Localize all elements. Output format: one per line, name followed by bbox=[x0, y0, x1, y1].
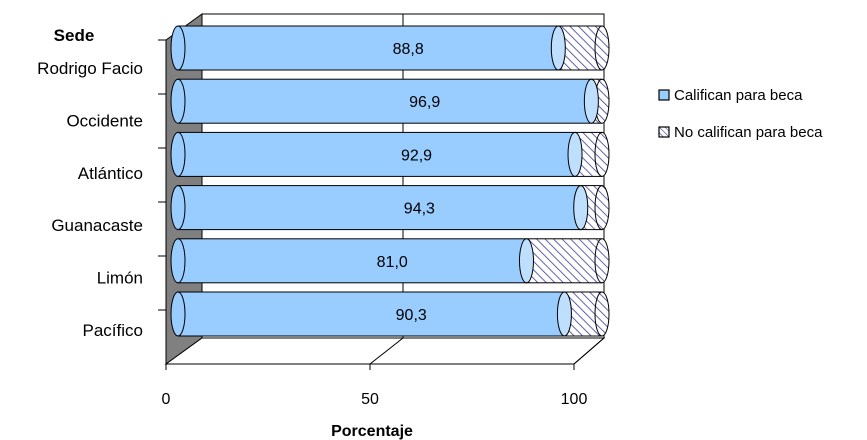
data-label: 88,8 bbox=[393, 41, 424, 58]
category-axis-title: Sede bbox=[54, 26, 95, 45]
bar-califican bbox=[177, 291, 565, 337]
category-label: Guanacaste bbox=[51, 216, 143, 235]
category-label: Rodrigo Facio bbox=[37, 59, 143, 78]
legend-label-no-califican: No califican para beca bbox=[674, 124, 823, 141]
data-label: 94,3 bbox=[404, 201, 435, 218]
bar-start-cap bbox=[170, 185, 186, 231]
bar-cap-no-califican bbox=[594, 131, 610, 177]
data-label: 90,3 bbox=[396, 307, 427, 324]
bar-califican bbox=[177, 131, 576, 177]
bar-califican bbox=[177, 78, 592, 124]
bar-cap-califican bbox=[556, 291, 572, 337]
x-tick-label: 100 bbox=[561, 391, 588, 408]
floor-gridline-100 bbox=[573, 337, 605, 365]
bar-start-cap bbox=[170, 25, 186, 71]
bar-start-cap bbox=[170, 78, 186, 124]
x-axis-title: Porcentaje bbox=[331, 423, 413, 440]
category-label: Atlántico bbox=[78, 164, 143, 183]
bar-no-califican bbox=[525, 238, 603, 284]
floor-gridline-50 bbox=[369, 337, 404, 365]
category-label: Pacífico bbox=[83, 321, 143, 340]
x-tick-label: 0 bbox=[162, 391, 171, 408]
bar-cap-no-califican bbox=[594, 25, 610, 71]
x-tick-label: 50 bbox=[361, 391, 379, 408]
data-label: 96,9 bbox=[409, 94, 440, 111]
bar-cap-califican bbox=[567, 131, 583, 177]
bar-califican bbox=[177, 25, 559, 71]
legend-swatch-no-califican bbox=[658, 126, 670, 138]
bar-cap-no-califican bbox=[594, 185, 610, 231]
legend: Califican para beca No califican para be… bbox=[658, 87, 823, 141]
legend-label-califican: Califican para beca bbox=[674, 87, 803, 104]
plot-floor bbox=[164, 337, 606, 365]
bar-cap-califican bbox=[550, 25, 566, 71]
bar-califican bbox=[177, 185, 582, 231]
bar-califican bbox=[177, 238, 527, 284]
category-label: Limón bbox=[97, 269, 143, 288]
bar-cap-califican bbox=[583, 78, 599, 124]
category-label: Occidente bbox=[66, 111, 143, 130]
bar-start-cap bbox=[170, 291, 186, 337]
data-label: 81,0 bbox=[377, 254, 408, 271]
bar-start-cap bbox=[170, 131, 186, 177]
bar-cap-califican bbox=[573, 185, 589, 231]
legend-swatch-califican bbox=[658, 89, 670, 101]
bar-cap-no-califican bbox=[594, 291, 610, 337]
bar-cap-no-califican bbox=[594, 238, 610, 284]
bar-start-cap bbox=[170, 238, 186, 284]
data-label: 92,9 bbox=[401, 147, 432, 164]
bar-cap-califican bbox=[518, 238, 534, 284]
